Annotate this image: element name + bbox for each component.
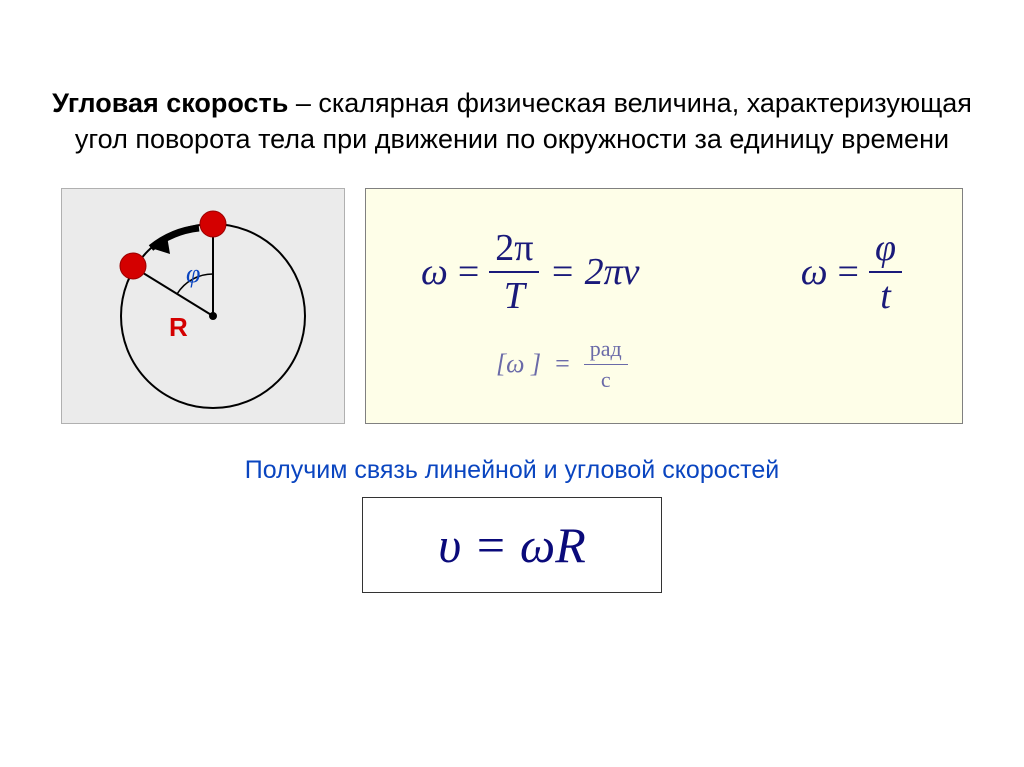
angle-label: φ	[186, 259, 200, 288]
frac-2pi-T: 2π T	[489, 229, 539, 315]
vr-formula: υ = ωR	[438, 517, 586, 573]
diagram-row: φ R ω = 2π T = 2πν ω = φ t [ω ] = рад	[0, 188, 1024, 424]
top-dot	[200, 211, 226, 237]
frac-phi-t: φ t	[869, 229, 902, 315]
omega-2: ω	[801, 250, 828, 294]
formula-right: ω = φ t	[801, 229, 902, 315]
radius-label: R	[169, 312, 188, 342]
omega-1: ω	[421, 250, 448, 294]
frac1-den: T	[498, 273, 531, 315]
frac2-num: φ	[869, 229, 902, 273]
circle-svg: φ R	[73, 196, 333, 416]
formula-unit: [ω ] = рад с	[496, 338, 628, 391]
left-dot	[120, 253, 146, 279]
unit-den: с	[595, 365, 617, 391]
formula-box: ω = 2π T = 2πν ω = φ t [ω ] = рад с	[365, 188, 963, 424]
unit-num: рад	[584, 338, 628, 365]
unit-eq: =	[555, 349, 570, 379]
frac2-den: t	[874, 273, 897, 315]
title-bold: Угловая скорость	[52, 88, 288, 118]
vr-formula-box: υ = ωR	[362, 497, 662, 593]
frac-unit: рад с	[584, 338, 628, 391]
center-dot	[209, 312, 217, 320]
link-text: Получим связь линейной и угловой скорост…	[0, 456, 1024, 485]
title-block: Угловая скорость – скалярная физическая …	[0, 0, 1024, 188]
frac1-num: 2π	[489, 229, 539, 273]
circle-diagram: φ R	[61, 188, 345, 424]
eq-1: =	[458, 250, 479, 294]
mid-2pinu: = 2πν	[549, 250, 639, 294]
eq-2: =	[838, 250, 859, 294]
formula-main: ω = 2π T = 2πν	[421, 229, 640, 315]
unit-left: [ω ]	[496, 349, 541, 379]
